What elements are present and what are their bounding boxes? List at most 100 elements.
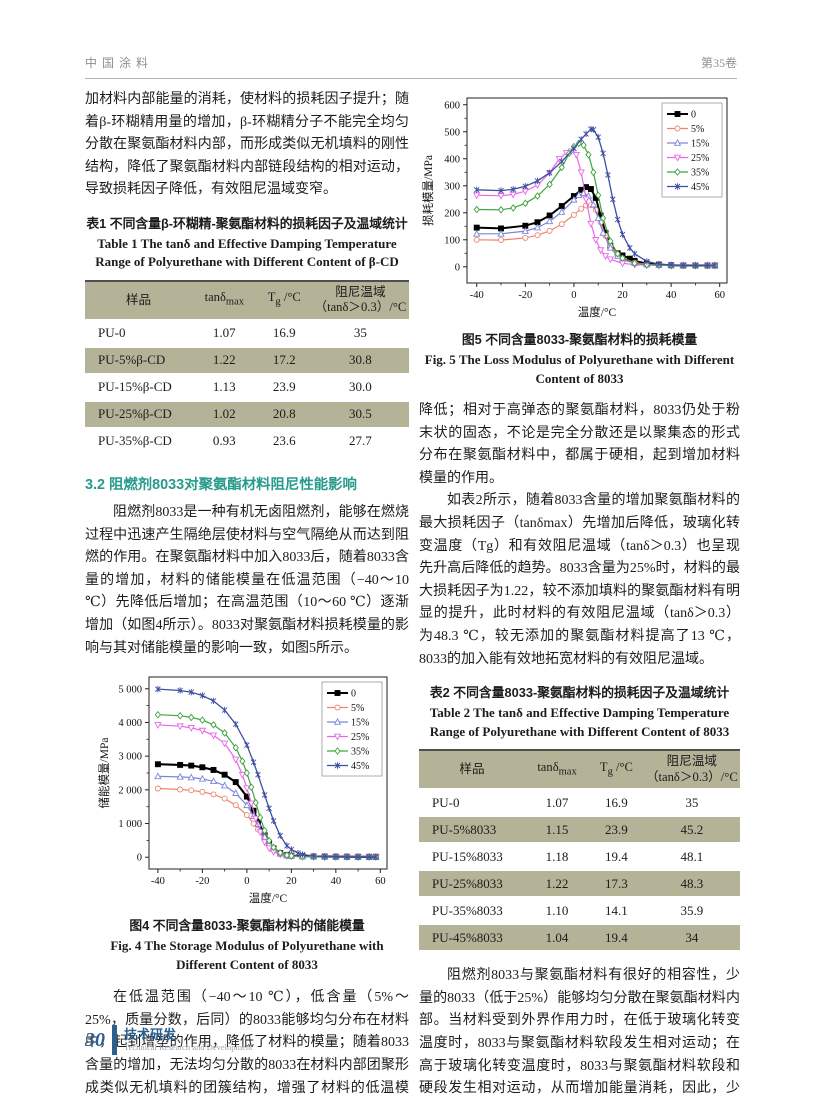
table2-caption-zh: 表2 不同含量8033-聚氨酯材料的损耗因子及温域统计 — [429, 685, 730, 701]
svg-text:-40: -40 — [151, 876, 165, 887]
svg-text:25%: 25% — [351, 732, 369, 743]
table-cell: 1.15 — [524, 816, 590, 845]
figure5: -40 -20 0 20 40 60 0 100 200 300 400 500 600 温度/°C 损耗模… — [419, 89, 740, 388]
table-cell: PU-35%β-CD — [85, 427, 192, 456]
svg-text:300: 300 — [444, 181, 460, 192]
footer-section-en: Technical Research and Development — [124, 1042, 253, 1052]
table-row: PU-0 1.07 16.9 35 — [419, 789, 740, 818]
table-cell: 35 — [311, 319, 409, 348]
svg-text:45%: 45% — [691, 182, 709, 193]
table-cell: 45.2 — [643, 816, 740, 845]
table-cell: 48.1 — [643, 843, 740, 872]
table-cell: 23.9 — [589, 816, 644, 845]
table-cell: 27.7 — [311, 427, 409, 456]
table-cell: 30.8 — [311, 346, 409, 375]
table1-col-sample: 样品 — [85, 280, 192, 321]
table-cell: 1.07 — [524, 789, 590, 818]
figure5-chart: -40 -20 0 20 40 60 0 100 200 300 400 500 600 温度/°C 损耗模… — [421, 89, 740, 326]
table-cell: PU-5%8033 — [419, 816, 525, 845]
svg-text:-20: -20 — [518, 290, 532, 301]
table-row: PU-15%8033 1.18 19.4 48.1 — [419, 843, 740, 872]
svg-text:20: 20 — [286, 876, 297, 887]
table-cell: 48.3 — [643, 870, 740, 899]
svg-text:0: 0 — [455, 262, 460, 273]
svg-text:3 000: 3 000 — [118, 752, 142, 763]
svg-text:5%: 5% — [691, 124, 704, 135]
svg-text:-40: -40 — [470, 290, 484, 301]
table-cell: 14.1 — [589, 897, 644, 926]
footer-section-zh: 技术研发 — [124, 1027, 177, 1042]
table-cell: PU-25%β-CD — [85, 400, 192, 429]
table-row: PU-45%8033 1.04 19.4 34 — [419, 924, 740, 953]
table1-col-tand: tanδmax — [191, 280, 257, 321]
table-cell: 17.2 — [256, 346, 312, 375]
svg-text:0: 0 — [137, 853, 142, 864]
table-cell: 30.0 — [311, 373, 409, 402]
table-cell: PU-5%β-CD — [85, 346, 192, 375]
table-cell: 19.4 — [589, 924, 644, 953]
svg-text:2 000: 2 000 — [118, 785, 142, 796]
svg-text:45%: 45% — [351, 761, 369, 772]
svg-text:0: 0 — [351, 689, 356, 700]
svg-text:600: 600 — [444, 100, 460, 111]
table-cell: PU-15%β-CD — [85, 373, 192, 402]
svg-text:5%: 5% — [351, 703, 364, 714]
table-cell: 1.13 — [191, 373, 257, 402]
table-cell: 20.8 — [256, 400, 312, 429]
footer-divider — [112, 1025, 117, 1055]
table1: 样品 tanδmax Tg /°C 阻尼温域 （tanδ＞0.3）/°C PU-0… — [85, 279, 409, 456]
figure4: -40 -20 0 20 40 60 0 1 000 2 000 3 000 4 000 5 000 温… — [85, 671, 409, 974]
svg-text:15%: 15% — [691, 138, 709, 149]
section-heading-3-2: 3.2 阻燃剂8033对聚氨酯材料阻尼性能影响 — [85, 476, 357, 493]
table-cell: 17.3 — [589, 870, 644, 899]
right-column: -40 -20 0 20 40 60 0 100 200 300 400 500 600 温度/°C 损耗模… — [419, 89, 740, 1099]
table-row: PU-35%8033 1.10 14.1 35.9 — [419, 897, 740, 926]
figure5-caption-en: Fig. 5 The Loss Modulus of Polyurethane … — [424, 352, 735, 386]
table2-caption-en: Table 2 The tanδ and Effective Damping T… — [429, 705, 730, 739]
table2-col-tand: tanδmax — [524, 750, 590, 791]
table1-header: 样品 tanδmax Tg /°C 阻尼温域 （tanδ＞0.3）/°C — [85, 280, 409, 321]
figure5-caption-zh: 图5 不同含量8033-聚氨酯材料的损耗模量 — [461, 332, 698, 347]
svg-text:35%: 35% — [351, 747, 369, 758]
table-row: PU-5%β-CD 1.22 17.2 30.8 — [85, 346, 409, 375]
table2-body: PU-0 1.07 16.9 35 PU-5%8033 1.15 23.9 45.2 PU-15… — [419, 789, 740, 953]
table-cell: 1.02 — [191, 400, 257, 429]
table-cell: 23.9 — [256, 373, 312, 402]
paragraph: 如表2所示，随着8033含量的增加聚氨酯材料的最大损耗因子（tanδmax）先增… — [419, 493, 740, 667]
table-cell: PU-0 — [419, 789, 525, 818]
page-number: 30 — [85, 1028, 105, 1051]
table-cell: PU-35%8033 — [419, 897, 525, 926]
table-cell: 1.07 — [191, 319, 257, 348]
svg-text:储能模量/MPa: 储能模量/MPa — [97, 738, 111, 809]
table-cell: PU-15%8033 — [419, 843, 525, 872]
svg-text:温度/°C: 温度/°C — [249, 891, 288, 905]
table2-col-range: 阻尼温域 （tanδ＞0.3）/°C — [643, 750, 740, 791]
footer-section: 技术研发 Technical Research and Development — [124, 1027, 253, 1053]
table2-header: 样品 tanδmax Tg /°C 阻尼温域 （tanδ＞0.3）/°C — [419, 750, 740, 791]
svg-text:20: 20 — [617, 290, 628, 301]
table1-col-range: 阻尼温域 （tanδ＞0.3）/°C — [311, 280, 409, 321]
table-row: PU-5%8033 1.15 23.9 45.2 — [419, 816, 740, 845]
volume-label: 第35卷 — [700, 56, 737, 70]
svg-text:100: 100 — [444, 235, 460, 246]
svg-text:温度/°C: 温度/°C — [578, 305, 617, 319]
paragraph: 阻燃剂8033与聚氨酯材料有很好的相容性，少量的8033（低于25%）能够均匀分… — [419, 968, 740, 1097]
table-cell: PU-45%8033 — [419, 924, 525, 953]
svg-text:损耗模量/MPa: 损耗模量/MPa — [421, 155, 435, 226]
svg-text:0: 0 — [571, 290, 576, 301]
table2-col-sample: 样品 — [419, 750, 525, 791]
svg-text:4 000: 4 000 — [118, 718, 142, 729]
svg-text:60: 60 — [714, 290, 725, 301]
table-cell: 34 — [643, 924, 740, 953]
table1-body: PU-0 1.07 16.9 35 PU-5%β-CD 1.22 17.2 30.8 PU-15… — [85, 319, 409, 456]
svg-text:500: 500 — [444, 127, 460, 138]
table2-col-tg: Tg /°C — [589, 750, 644, 791]
paragraph-continuation: 降低；相对于高弹态的聚氨酯材料，8033仍处于粉末状的固态，不论是完全分散还是以… — [419, 403, 740, 486]
svg-text:0: 0 — [691, 109, 696, 120]
table-cell: 35.9 — [643, 897, 740, 926]
paragraph-continuation: 加材料内部能量的消耗，使材料的损耗因子提升；随着β-环糊精用量的增加，β-环糊精… — [85, 92, 409, 198]
table-cell: 1.10 — [524, 897, 590, 926]
table-cell: 1.18 — [524, 843, 590, 872]
svg-text:-20: -20 — [195, 876, 209, 887]
table1-col-tg: Tg /°C — [256, 280, 312, 321]
